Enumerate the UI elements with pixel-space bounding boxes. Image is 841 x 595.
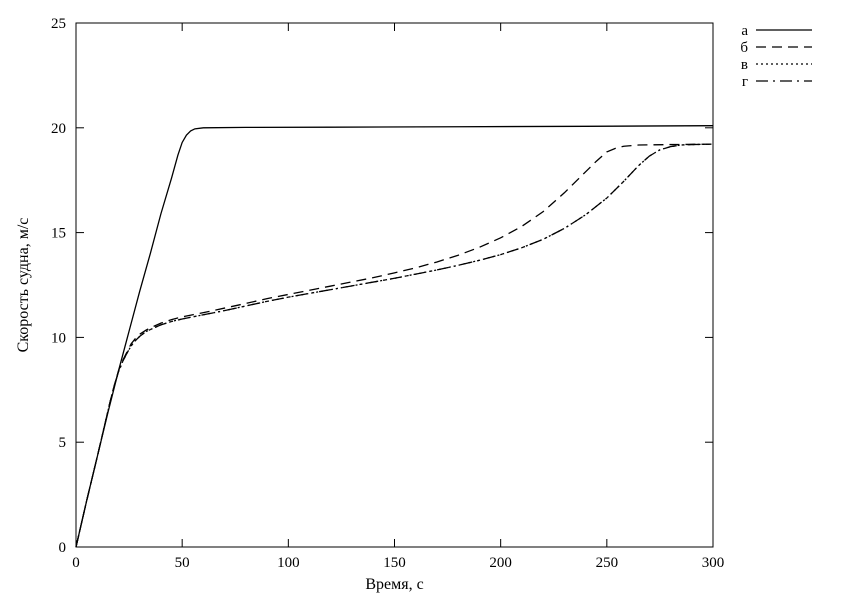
legend-label: г — [742, 74, 748, 90]
y-tick-label: 10 — [51, 330, 66, 346]
x-tick-label: 300 — [702, 555, 725, 571]
x-tick-label: 150 — [383, 555, 406, 571]
y-tick-label: 0 — [59, 540, 67, 556]
x-axis-label: Время, с — [365, 576, 423, 593]
y-axis-label: Скорость судна, м/с — [15, 218, 32, 353]
x-tick-label: 0 — [72, 555, 80, 571]
x-tick-label: 50 — [175, 555, 190, 571]
legend-label: в — [741, 57, 748, 73]
legend-label: б — [740, 40, 748, 56]
y-tick-label: 5 — [59, 435, 67, 451]
chart-container: 0 50 100 150 200 250 300 0 5 10 15 20 25 Время, с Скор… — [0, 0, 841, 595]
x-tick-label: 200 — [489, 555, 512, 571]
x-tick-label: 100 — [277, 555, 300, 571]
y-tick-label: 25 — [51, 16, 66, 32]
line-chart: 0 50 100 150 200 250 300 0 5 10 15 20 25 Время, с Скор… — [0, 0, 841, 595]
legend-label: а — [741, 23, 748, 39]
y-tick-label: 20 — [51, 121, 66, 137]
y-tick-label: 15 — [51, 226, 66, 242]
x-tick-label: 250 — [596, 555, 619, 571]
